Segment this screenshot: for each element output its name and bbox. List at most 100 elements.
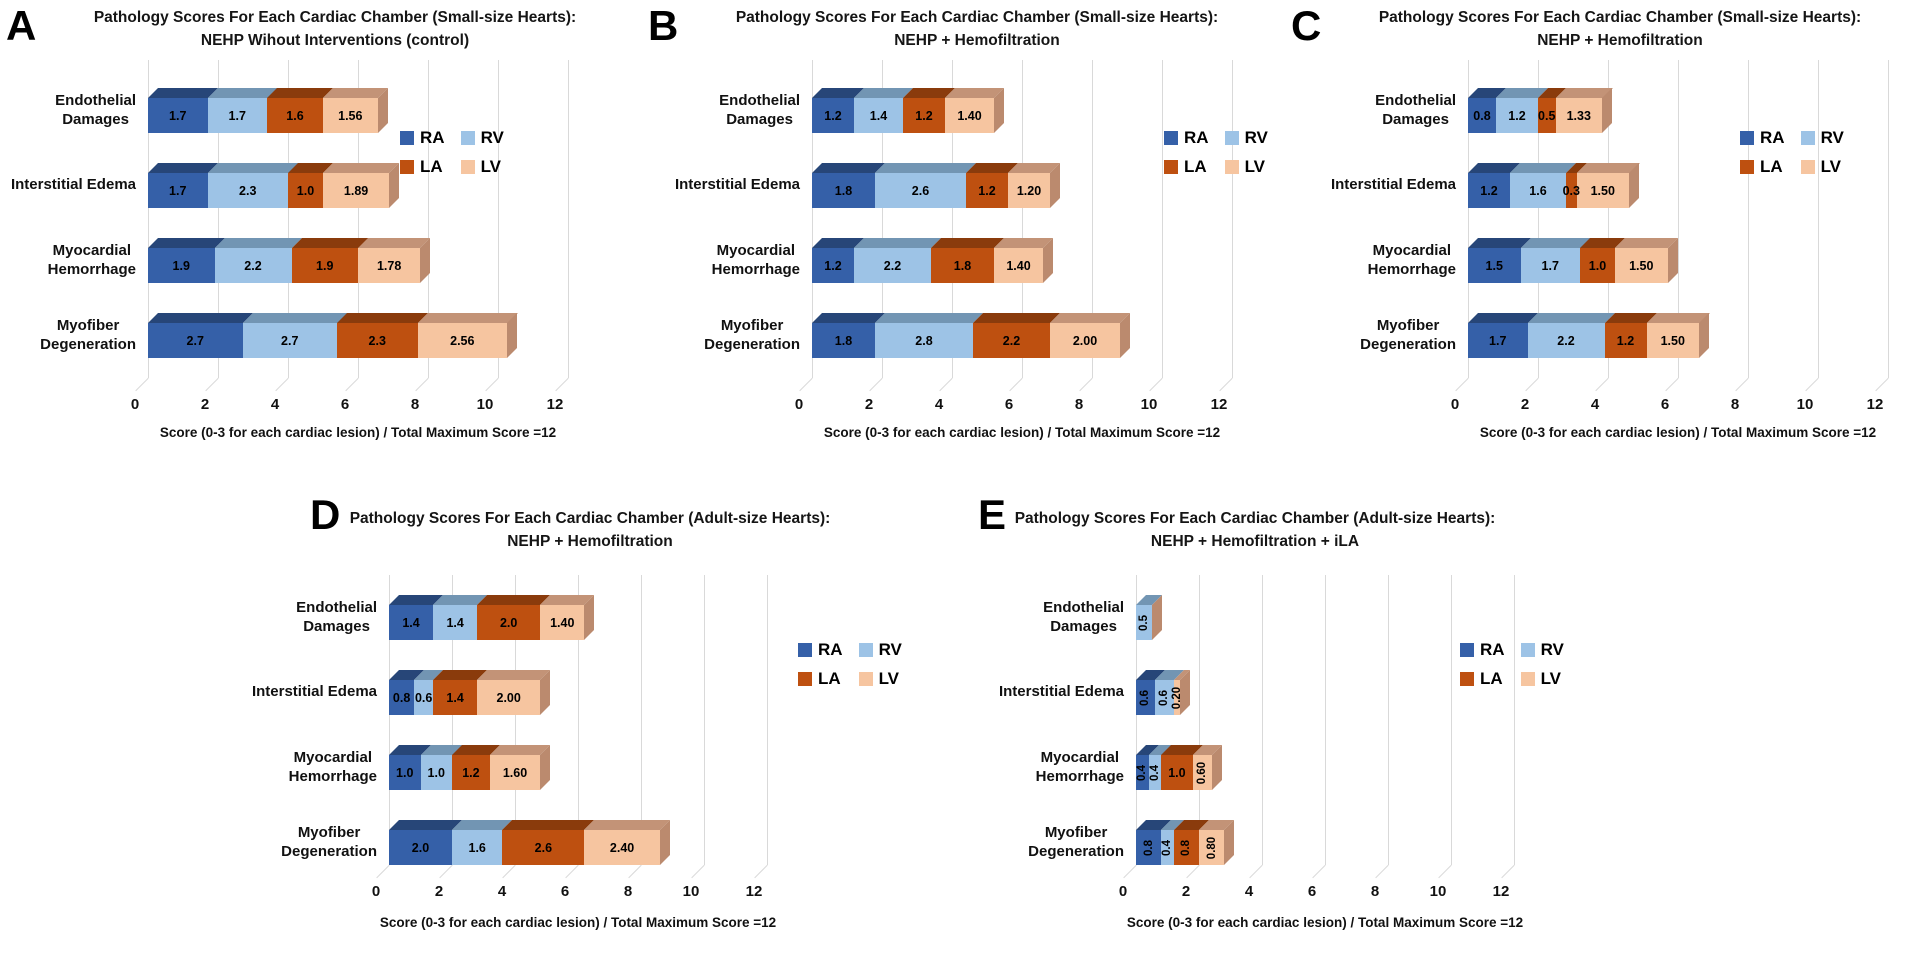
x-tick-label: 0 — [794, 396, 804, 413]
gridline-foot — [501, 864, 516, 879]
bar-end-cap — [1699, 313, 1709, 358]
bar-value-label: 1.40 — [1006, 258, 1031, 273]
x-tick-label: 6 — [1004, 396, 1014, 413]
x-tick-label: 12 — [1210, 396, 1228, 413]
x-tick-label: 10 — [476, 396, 494, 413]
category-label: Myocardial Hemorrhage — [0, 238, 136, 283]
gridline — [1199, 575, 1200, 865]
chart-title-line2: NEHP + Hemofiltration — [1537, 32, 1703, 50]
x-tick-label: 2 — [434, 883, 444, 900]
stacked-bar: 1.8 2.6 1.2 1.20 — [812, 163, 1060, 208]
panel-letter-A: A — [6, 2, 36, 49]
bar-value-label: 1.0 — [396, 765, 414, 780]
bar-value-label: 2.0 — [411, 840, 430, 855]
category-label-text: Interstitial Edema — [251, 683, 377, 701]
category-label: Myofiber Degeneration — [1285, 313, 1456, 358]
chart-title-line2: NEHP + Hemofiltration — [507, 533, 673, 551]
bar-value-label: 1.6 — [1529, 183, 1547, 198]
legend-swatch-RV — [858, 643, 873, 657]
stacked-bar: 0.8 0.6 1.4 2.00 — [389, 670, 551, 715]
x-tick-label: 6 — [1307, 883, 1317, 900]
bar-segment-LA: 1.4 — [433, 670, 488, 715]
stacked-bar: 2.7 2.7 2.3 2.56 — [148, 313, 518, 358]
legend-label-LA: LA — [1760, 157, 1783, 176]
bar-value-label: 1.4 — [402, 615, 420, 630]
bar-segment-LA: 1.2 — [903, 88, 955, 133]
bar-segment-LV: 1.40 — [994, 238, 1053, 283]
category-label: Myofiber Degeneration — [642, 313, 800, 358]
gridline — [568, 60, 569, 378]
gridline — [641, 575, 642, 865]
x-tick-label: 6 — [560, 883, 570, 900]
bar-value-label: 1.0 — [296, 183, 315, 198]
bar-value-label: 2.0 — [499, 615, 518, 630]
category-label: Endothelial Damages — [0, 88, 136, 133]
legend-swatch-LV — [460, 160, 475, 174]
stacked-bar: 2.0 1.6 2.6 2.40 — [389, 820, 670, 865]
bar-segment-LA: 1.0 — [288, 163, 333, 208]
bar-segment-top-face — [1527, 313, 1615, 323]
gridline — [1514, 575, 1515, 865]
bar-segment-top-face — [854, 238, 941, 248]
legend-item-LV: LV — [460, 157, 504, 177]
gridline — [812, 60, 813, 378]
bar-value-label: 2.2 — [883, 258, 902, 273]
gridline — [1325, 575, 1326, 865]
legend-label-LV: LV — [878, 669, 900, 688]
bar-value-label: 1.50 — [1590, 183, 1615, 198]
x-axis-title-D: Score (0-3 for each cardiac lesion) / To… — [379, 915, 777, 930]
category-label: Myofiber Degeneration — [900, 820, 1124, 865]
gridline — [498, 60, 499, 378]
gridline-foot — [868, 377, 883, 392]
bar-segment-LV: 2.40 — [584, 820, 670, 865]
bar-value-label: 0.4 — [1161, 839, 1174, 856]
bar-value-label: 1.6 — [286, 108, 304, 123]
gridline-foot — [1185, 864, 1200, 879]
stacked-bar: 1.7 1.7 1.6 1.56 — [148, 88, 388, 133]
chart-title-line1: Pathology Scores For Each Cardiac Chambe… — [735, 9, 1219, 26]
category-label-text: Endothelial Damages — [1043, 598, 1124, 635]
gridline-foot — [554, 377, 569, 392]
plot-area-C: 0 2 4 6 8 10 12 Endothelial Damages 0.8 1.2 0.5 1.33… — [1285, 60, 1925, 465]
legend-item-RA: RA — [400, 128, 445, 148]
category-label: Myofiber Degeneration — [0, 313, 136, 358]
gridline-foot — [1078, 377, 1093, 392]
bar-segment-RA: 1.7 — [148, 88, 218, 133]
legend-D: RA RV LA LV — [798, 640, 902, 689]
category-label-text: Interstitial Edema — [674, 176, 800, 194]
legend-swatch-LV — [1520, 672, 1535, 686]
x-tick-label: 12 — [546, 396, 564, 413]
legend-label-LV: LV — [1540, 669, 1562, 688]
category-label-text: Interstitial Edema — [1330, 176, 1456, 194]
bar-segment-RA: 1.2 — [812, 88, 864, 133]
gridline-foot — [1734, 377, 1749, 392]
bar-segment-top-face — [875, 163, 976, 173]
bar-value-label: 2.6 — [911, 183, 930, 198]
category-label: Myocardial Hemorrhage — [250, 745, 377, 790]
bar-segment-top-face — [242, 313, 347, 323]
bar-segment-top-face — [931, 238, 1004, 248]
bar-value-label: 1.2 — [824, 258, 842, 273]
gridline — [515, 575, 516, 865]
bar-segment-LV: 1.33 — [1555, 88, 1613, 133]
legend-label-RV: RV — [1540, 640, 1564, 659]
bar-segment-LA: 1.0 — [1580, 238, 1625, 283]
legend-label-RV: RV — [1820, 128, 1844, 147]
bar-segment-top-face — [417, 313, 518, 323]
legend-item-LA: LA — [1460, 669, 1505, 689]
gridline-foot — [1804, 377, 1819, 392]
bar-end-cap — [659, 820, 670, 865]
category-label-text: Interstitial Edema — [10, 176, 136, 194]
bar-value-label: 1.2 — [915, 108, 933, 123]
x-tick-label: 12 — [745, 883, 763, 900]
legend-item-RV: RV — [1224, 128, 1268, 148]
stacked-bar: 1.7 2.2 1.2 1.50 — [1468, 313, 1709, 358]
legend-E: RA RV LA LV — [1460, 640, 1564, 689]
category-label-text: Myocardial Hemorrhage — [288, 748, 377, 785]
bar-segment-RA: 1.8 — [812, 163, 885, 208]
x-tick-label: 2 — [1520, 396, 1530, 413]
bar-end-cap — [1629, 163, 1639, 208]
bar-value-label: 1.8 — [953, 258, 972, 273]
stacked-bar: 1.5 1.7 1.0 1.50 — [1468, 238, 1678, 283]
bar-end-cap — [540, 745, 551, 790]
